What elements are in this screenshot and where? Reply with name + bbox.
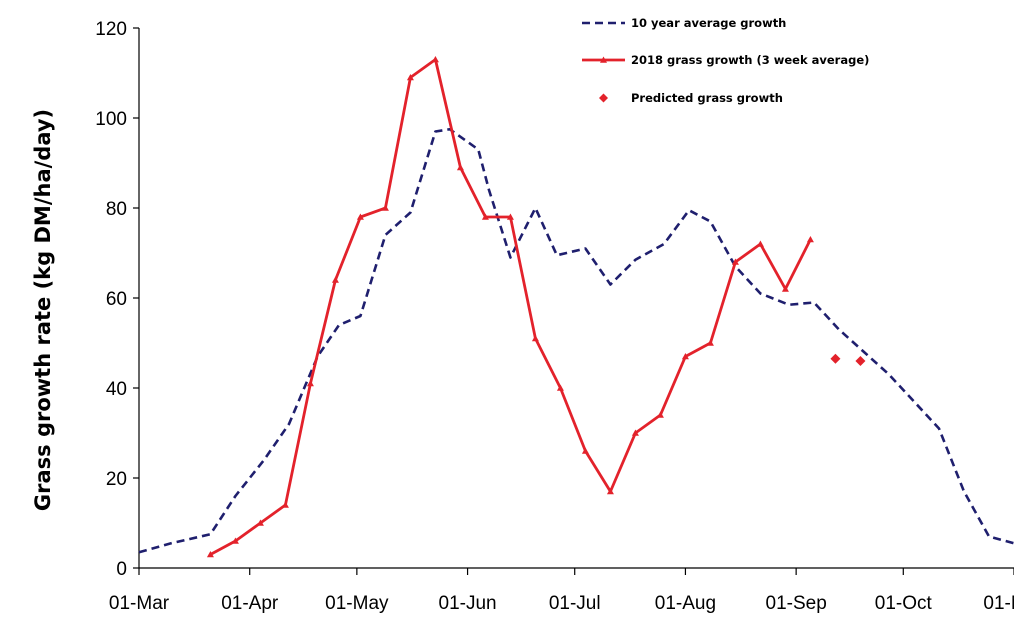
series-layer bbox=[138, 56, 1014, 558]
growth-2018-point bbox=[331, 276, 339, 283]
growth-2018-point bbox=[381, 204, 389, 211]
growth-2018-point bbox=[731, 258, 739, 265]
growth-2018-point bbox=[231, 537, 239, 544]
y-tick-label: 40 bbox=[106, 379, 127, 400]
growth-2018-point bbox=[406, 74, 414, 81]
series-0 bbox=[138, 127, 1014, 554]
growth-2018-point bbox=[556, 384, 564, 391]
growth-2018-point bbox=[356, 213, 364, 220]
predicted-growth-point bbox=[830, 353, 841, 364]
growth-2018-point bbox=[706, 339, 714, 346]
y-tick-label: 80 bbox=[106, 199, 127, 220]
y-tick-label: 20 bbox=[106, 469, 127, 490]
legend-entries: 10 year average growth 2018 grass growth … bbox=[582, 16, 869, 105]
growth-2018-point bbox=[606, 488, 614, 495]
legend-label: Predicted grass growth bbox=[631, 91, 783, 105]
growth-2018-point bbox=[206, 551, 214, 558]
growth-2018-point bbox=[806, 236, 814, 243]
legend-swatch-2018-marker bbox=[600, 56, 607, 63]
y-tick-label: 0 bbox=[116, 559, 127, 580]
x-tick-label: 01-May bbox=[325, 593, 389, 614]
x-axis-ticks: 01-Mar 01-Apr 01-May 01-Jun 01-Jul 01-Aug 01-S… bbox=[109, 568, 1014, 614]
growth-2018-point bbox=[681, 353, 689, 360]
series-1 bbox=[206, 56, 814, 558]
growth-2018-point bbox=[431, 56, 439, 63]
predicted-growth-point bbox=[855, 356, 866, 366]
growth-2018-point bbox=[256, 519, 264, 526]
x-tick-label: 01-Nov bbox=[983, 593, 1014, 614]
growth-2018-point bbox=[481, 213, 489, 220]
legend-box bbox=[568, 8, 966, 112]
average-growth-line bbox=[138, 127, 1014, 554]
x-tick-label: 01-Aug bbox=[655, 593, 716, 614]
legend: 10 year average growth 2018 grass growth … bbox=[568, 8, 966, 112]
growth-2018-point bbox=[581, 447, 589, 454]
growth-2018-point bbox=[781, 285, 789, 292]
growth-2018-point bbox=[631, 429, 639, 436]
legend-label: 2018 grass growth (3 week average) bbox=[631, 53, 869, 67]
x-tick-label: 01-Sep bbox=[766, 593, 827, 614]
x-tick-label: 01-Jun bbox=[439, 593, 497, 614]
y-axis-title: Grass growth rate (kg DM/ha/day) bbox=[31, 109, 55, 511]
y-axis-ticks: 0 20 40 60 80 100 120 bbox=[95, 19, 139, 580]
x-tick-label: 01-Mar bbox=[109, 593, 170, 614]
growth-2018-point bbox=[506, 213, 514, 220]
growth-2018-point bbox=[306, 380, 314, 387]
series-2 bbox=[830, 353, 866, 366]
x-tick-label: 01-Apr bbox=[221, 593, 279, 614]
x-tick-label: 01-Oct bbox=[875, 593, 933, 614]
growth-2018-point bbox=[456, 164, 464, 171]
growth-2018-point bbox=[531, 335, 539, 342]
growth-2018-point bbox=[281, 501, 289, 508]
legend-swatch-predicted bbox=[599, 93, 608, 103]
y-tick-label: 60 bbox=[106, 289, 127, 310]
growth-2018-point bbox=[756, 240, 764, 247]
y-tick-label: 120 bbox=[95, 19, 127, 40]
growth-2018-point bbox=[656, 411, 664, 418]
growth-2018-line bbox=[209, 58, 812, 556]
legend-label: 10 year average growth bbox=[631, 16, 786, 30]
y-tick-label: 100 bbox=[95, 109, 127, 130]
x-tick-label: 01-Jul bbox=[549, 593, 601, 614]
